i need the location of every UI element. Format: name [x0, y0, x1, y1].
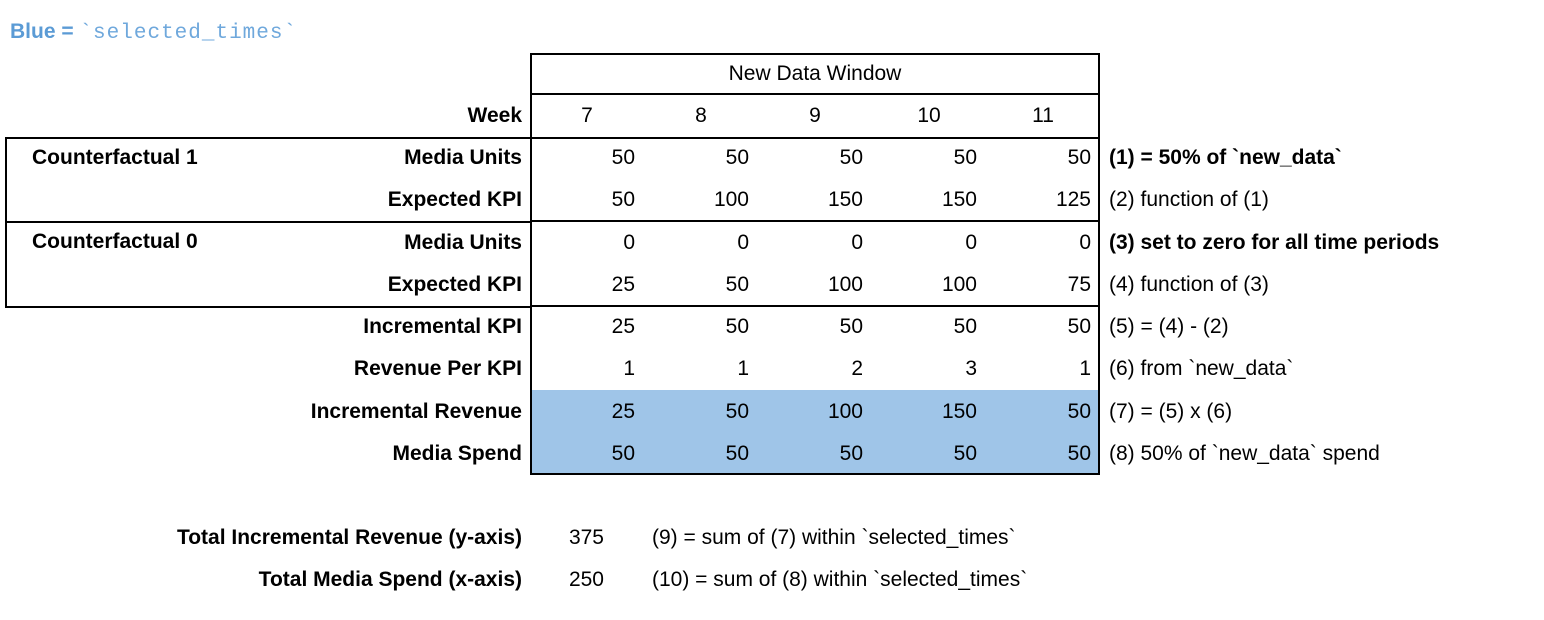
data-cell: 50 [953, 441, 977, 465]
week-label: Week [467, 104, 522, 127]
row-annotation: (3) set to zero for all time periods [1109, 230, 1440, 254]
data-cell: 50 [1067, 441, 1091, 465]
week-number: 11 [1032, 104, 1054, 127]
data-cell: 50 [611, 441, 635, 465]
data-cell: 50 [725, 399, 749, 423]
data-cell: 75 [1067, 272, 1091, 296]
row-label: Expected KPI [387, 188, 522, 212]
data-cell: 50 [953, 315, 977, 339]
data-cell: 100 [827, 399, 863, 423]
selected-times-highlight [532, 390, 1098, 473]
data-cell: 50 [839, 146, 863, 170]
data-cell: 50 [611, 146, 635, 170]
data-cell: 100 [941, 272, 977, 296]
table-row: Expected KPI 25 50 100 100 75 (4) function of … [0, 264, 1544, 306]
legend: Blue = `selected_times` [10, 20, 297, 45]
row-label: Media Units [404, 230, 522, 254]
data-cell: 125 [1055, 188, 1091, 212]
table-row: Media Units 0 0 0 0 0 (3) set to zero for all … [0, 222, 1544, 264]
week-number: 7 [581, 104, 593, 127]
table-row: Media Units 50 50 50 50 50 (1) = 50% of `new_d… [0, 137, 1544, 179]
data-cell: 0 [737, 230, 749, 254]
summary-annotation: (10) = sum of (8) within `selected_times… [652, 568, 1028, 591]
summary-row-incremental-revenue: Total Incremental Revenue (y-axis) 375 (… [0, 517, 1544, 559]
data-cell: 1 [737, 357, 749, 381]
summary-value: 375 [568, 526, 604, 549]
new-data-window-header-box: New Data Window [530, 53, 1100, 95]
data-cell: 1 [1079, 357, 1091, 381]
row-annotation: (8) 50% of `new_data` spend [1109, 441, 1380, 465]
summary-label: Total Media Spend (x-axis) [258, 568, 522, 591]
table-row: Incremental KPI 25 50 50 50 50 (5) = (4) - (2) [0, 306, 1544, 348]
row-annotation: (5) = (4) - (2) [1109, 315, 1229, 339]
summary-annotation: (9) = sum of (7) within `selected_times` [652, 526, 1016, 549]
data-cell: 1 [623, 357, 635, 381]
data-cell: 2 [851, 357, 863, 381]
data-cell: 0 [851, 230, 863, 254]
data-cell: 25 [611, 272, 635, 296]
summary-value: 250 [568, 568, 604, 591]
data-cell: 25 [611, 399, 635, 423]
data-cell: 0 [1079, 230, 1091, 254]
data-cell: 50 [611, 188, 635, 212]
data-cell: 50 [725, 146, 749, 170]
row-label: Incremental KPI [363, 315, 522, 339]
data-cell: 150 [941, 188, 977, 212]
data-cell: 0 [623, 230, 635, 254]
data-cell: 50 [725, 272, 749, 296]
table-row: Incremental Revenue 25 50 100 150 50 (7) = (5)… [0, 391, 1544, 433]
data-cell: 0 [965, 230, 977, 254]
week-number: 10 [917, 104, 941, 127]
data-cell: 50 [725, 441, 749, 465]
row-annotation: (7) = (5) x (6) [1109, 399, 1233, 423]
data-cell: 100 [827, 272, 863, 296]
row-annotation: (2) function of (1) [1109, 188, 1269, 212]
data-cell: 3 [965, 357, 977, 381]
table-row: Expected KPI 50 100 150 150 125 (2) function o… [0, 179, 1544, 221]
new-data-window-label: New Data Window [728, 62, 902, 85]
data-cell: 100 [713, 188, 749, 212]
data-cell: 25 [611, 315, 635, 339]
counterfactual-1-label: Counterfactual 1 [32, 146, 198, 169]
data-cell: 50 [1067, 315, 1091, 339]
data-cell: 50 [839, 441, 863, 465]
counterfactual-0-label: Counterfactual 0 [32, 230, 198, 253]
row-label: Media Spend [392, 441, 522, 465]
data-cell: 50 [1067, 399, 1091, 423]
row-label: Expected KPI [387, 272, 522, 296]
week-number: 8 [695, 104, 707, 127]
row-annotation: (1) = 50% of `new_data` [1109, 146, 1342, 170]
summary-row-media-spend: Total Media Spend (x-axis) 250 (10) = su… [0, 559, 1544, 601]
data-cell: 150 [827, 188, 863, 212]
legend-prefix: Blue = [10, 20, 80, 43]
data-cell: 50 [1067, 146, 1091, 170]
data-cell: 50 [725, 315, 749, 339]
data-cell: 50 [839, 315, 863, 339]
row-label: Revenue Per KPI [353, 357, 522, 381]
week-header-row: Week 7 8 9 10 11 [0, 95, 1544, 137]
summary-label: Total Incremental Revenue (y-axis) [176, 526, 522, 549]
data-cell: 150 [941, 399, 977, 423]
row-label: Media Units [404, 146, 522, 170]
row-label: Incremental Revenue [310, 399, 522, 423]
table-row: Media Spend 50 50 50 50 50 (8) 50% of `new_dat… [0, 433, 1544, 475]
row-annotation: (6) from `new_data` [1109, 357, 1294, 381]
row-annotation: (4) function of (3) [1109, 272, 1269, 296]
week-number: 9 [809, 104, 821, 127]
table-row: Revenue Per KPI 1 1 2 3 1 (6) from `new_data` [0, 348, 1544, 390]
legend-code-selected-times: `selected_times` [79, 22, 298, 45]
data-cell: 50 [953, 146, 977, 170]
